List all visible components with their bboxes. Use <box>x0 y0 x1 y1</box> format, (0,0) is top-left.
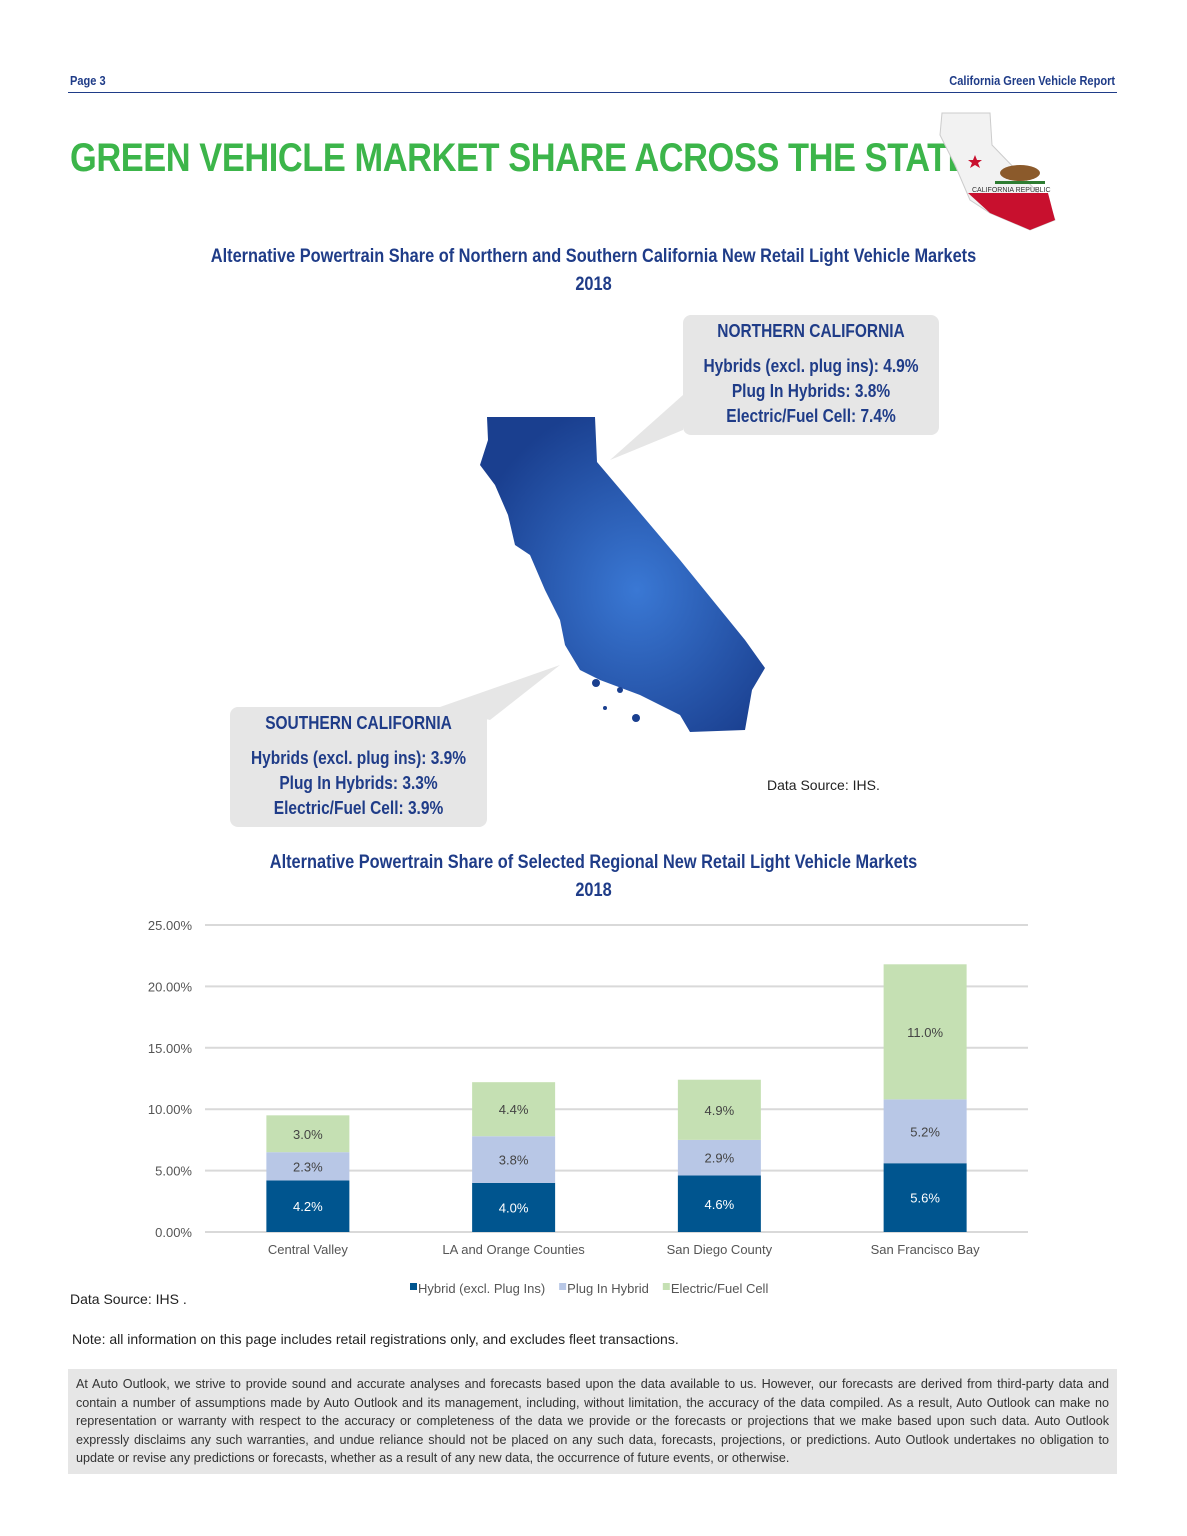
data-label: 2.9% <box>705 1151 735 1166</box>
disclaimer: At Auto Outlook, we strive to provide so… <box>68 1369 1117 1474</box>
x-tick-label: San Diego County <box>667 1242 773 1257</box>
svg-text:CALIFORNIA REPUBLIC: CALIFORNIA REPUBLIC <box>972 187 1051 194</box>
bar-segment <box>472 1182 556 1232</box>
header-divider <box>68 92 1117 93</box>
x-tick-label: LA and Orange Counties <box>442 1242 585 1257</box>
bar-segment <box>472 1136 556 1183</box>
y-tick-label: 20.00% <box>148 979 193 994</box>
california-flag-logo: CALIFORNIA REPUBLIC <box>939 112 1056 231</box>
data-label: 5.6% <box>910 1191 940 1206</box>
y-tick-label: 0.00% <box>155 1225 192 1240</box>
callout-heading: NORTHERN CALIFORNIA <box>717 321 905 341</box>
bar-segment <box>677 1175 761 1232</box>
callout-line: Electric/Fuel Cell: 3.9% <box>273 798 444 818</box>
stacked-bar-chart: 0.00% 5.00% 10.00% 15.00% 20.00% 25.00% 4.2% 2.… <box>148 918 1028 1296</box>
data-label: 3.8% <box>499 1153 529 1168</box>
callout-line: Electric/Fuel Cell: 7.4% <box>726 406 896 426</box>
callout-line: Plug In Hybrids: 3.3% <box>279 773 438 793</box>
chart-subtitle: 2018 <box>575 880 612 901</box>
legend-swatch <box>410 1283 417 1290</box>
bar-segment <box>883 964 967 1100</box>
bar-segment <box>883 1099 967 1164</box>
map-data-source: Data Source: IHS. <box>767 777 880 793</box>
data-label: 4.2% <box>293 1199 323 1214</box>
x-tick-label: Central Valley <box>268 1242 348 1257</box>
data-label: 4.4% <box>499 1102 529 1117</box>
page-title: GREEN VEHICLE MARKET SHARE ACROSS THE ST… <box>70 136 971 180</box>
report-name: California Green Vehicle Report <box>949 73 1115 88</box>
bar-segment <box>883 1163 967 1232</box>
chart-data-source: Data Source: IHS . <box>70 1291 187 1307</box>
y-tick-label: 15.00% <box>148 1041 193 1056</box>
y-tick-label: 5.00% <box>155 1164 192 1179</box>
star-icon <box>968 155 982 168</box>
data-label: 3.0% <box>293 1127 323 1142</box>
southern-california-callout: SOUTHERN CALIFORNIA Hybrids (excl. plug … <box>230 707 487 827</box>
callout-line: Hybrids (excl. plug ins): 4.9% <box>703 356 919 376</box>
x-tick-label: San Francisco Bay <box>871 1242 981 1257</box>
y-tick-label: 10.00% <box>148 1102 193 1117</box>
data-label: 4.0% <box>499 1200 529 1215</box>
bear-icon <box>1000 165 1040 181</box>
legend-swatch <box>559 1283 567 1290</box>
bar-segment <box>266 1152 350 1181</box>
data-label: 11.0% <box>907 1025 943 1040</box>
legend-label: Hybrid (excl. Plug Ins) <box>418 1281 545 1296</box>
data-label: 2.3% <box>293 1159 323 1174</box>
legend-label: Plug In Hybrid <box>567 1281 649 1296</box>
bar-segment <box>266 1180 350 1232</box>
chart-title: Alternative Powertrain Share of Selected… <box>269 852 918 873</box>
note: Note: all information on this page inclu… <box>72 1331 679 1347</box>
bar-segment <box>472 1082 556 1137</box>
callout-heading: SOUTHERN CALIFORNIA <box>265 713 452 733</box>
y-tick-label: 25.00% <box>148 918 193 933</box>
northern-california-callout: NORTHERN CALIFORNIA Hybrids (excl. plug … <box>683 315 939 435</box>
data-label: 5.2% <box>910 1124 940 1139</box>
map-title: Alternative Powertrain Share of Northern… <box>210 246 977 267</box>
callout-line: Plug In Hybrids: 3.8% <box>731 381 891 401</box>
data-label: 4.6% <box>705 1197 735 1212</box>
page-number: Page 3 <box>70 73 106 88</box>
bar-segment <box>677 1139 761 1176</box>
map-year: 2018 <box>575 274 612 295</box>
bar-segment <box>266 1115 350 1153</box>
legend-label: Electric/Fuel Cell <box>671 1281 769 1296</box>
data-label: 4.9% <box>705 1103 735 1118</box>
legend-swatch <box>662 1283 670 1290</box>
bar-segment <box>677 1079 761 1140</box>
callout-line: Hybrids (excl. plug ins): 3.9% <box>250 748 467 768</box>
